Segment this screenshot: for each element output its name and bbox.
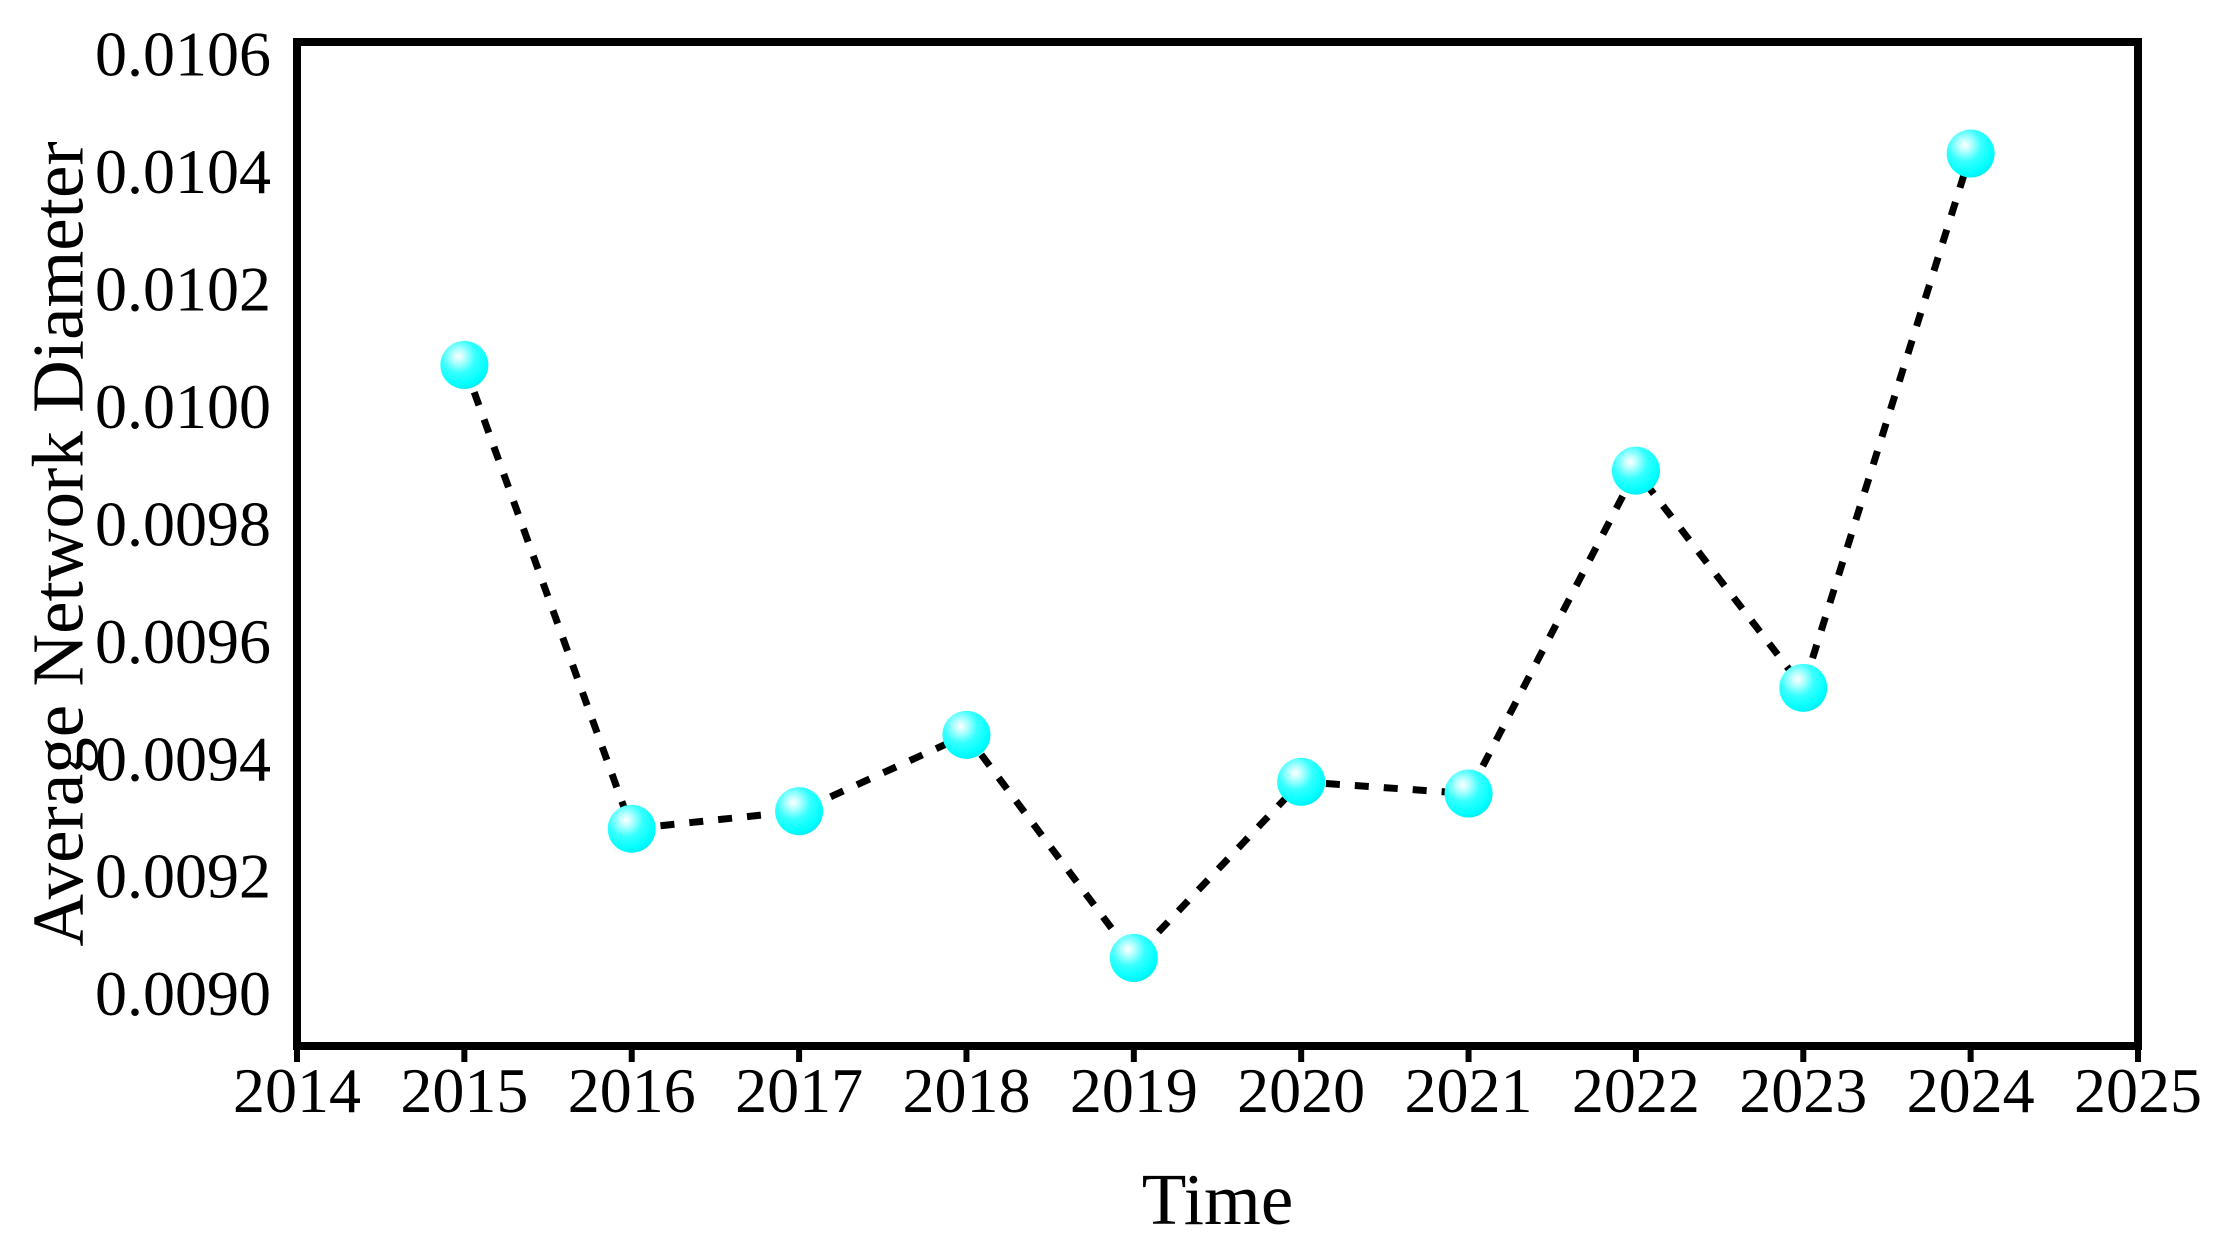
data-point <box>1946 129 1995 178</box>
y-tick-label: 0.0090 <box>95 958 271 1029</box>
data-point <box>1779 663 1828 712</box>
data-point <box>1277 757 1326 806</box>
x-axis-label: Time <box>1141 1159 1294 1240</box>
plot-border <box>293 38 2142 1050</box>
y-tick-label: 0.0104 <box>95 136 271 207</box>
data-point <box>607 804 656 853</box>
y-tick-label: 0.0098 <box>95 488 271 559</box>
y-tick-label: 0.0094 <box>95 723 271 794</box>
data-point <box>440 340 489 389</box>
y-tick-label: 0.0102 <box>95 254 271 325</box>
x-tick-label: 2020 <box>1237 1055 1365 1126</box>
y-tick-label: 0.0096 <box>95 606 271 677</box>
data-point <box>942 710 991 759</box>
x-tick-label: 2016 <box>568 1055 696 1126</box>
x-tick-label: 2015 <box>400 1055 528 1126</box>
data-point <box>1611 446 1660 495</box>
x-tick-label: 2017 <box>735 1055 863 1126</box>
x-tick-label: 2023 <box>1739 1055 1867 1126</box>
y-tick-label: 0.0092 <box>95 841 271 912</box>
x-tick-label: 2024 <box>1907 1055 2035 1126</box>
x-tick-label: 2025 <box>2074 1055 2202 1126</box>
x-tick-label: 2019 <box>1070 1055 1198 1126</box>
x-tick-label: 2021 <box>1405 1055 1533 1126</box>
y-axis-label: Average Network Diameter <box>17 141 99 947</box>
data-point <box>1109 933 1158 982</box>
y-tick-label: 0.0100 <box>95 371 271 442</box>
data-line <box>461 152 1974 964</box>
data-point <box>775 787 824 836</box>
y-tick-label: 0.0106 <box>95 19 271 90</box>
x-tick-label: 2022 <box>1572 1055 1700 1126</box>
data-point <box>1444 769 1493 818</box>
x-tick-label: 2014 <box>233 1055 361 1126</box>
x-tick-label: 2018 <box>902 1055 1030 1126</box>
